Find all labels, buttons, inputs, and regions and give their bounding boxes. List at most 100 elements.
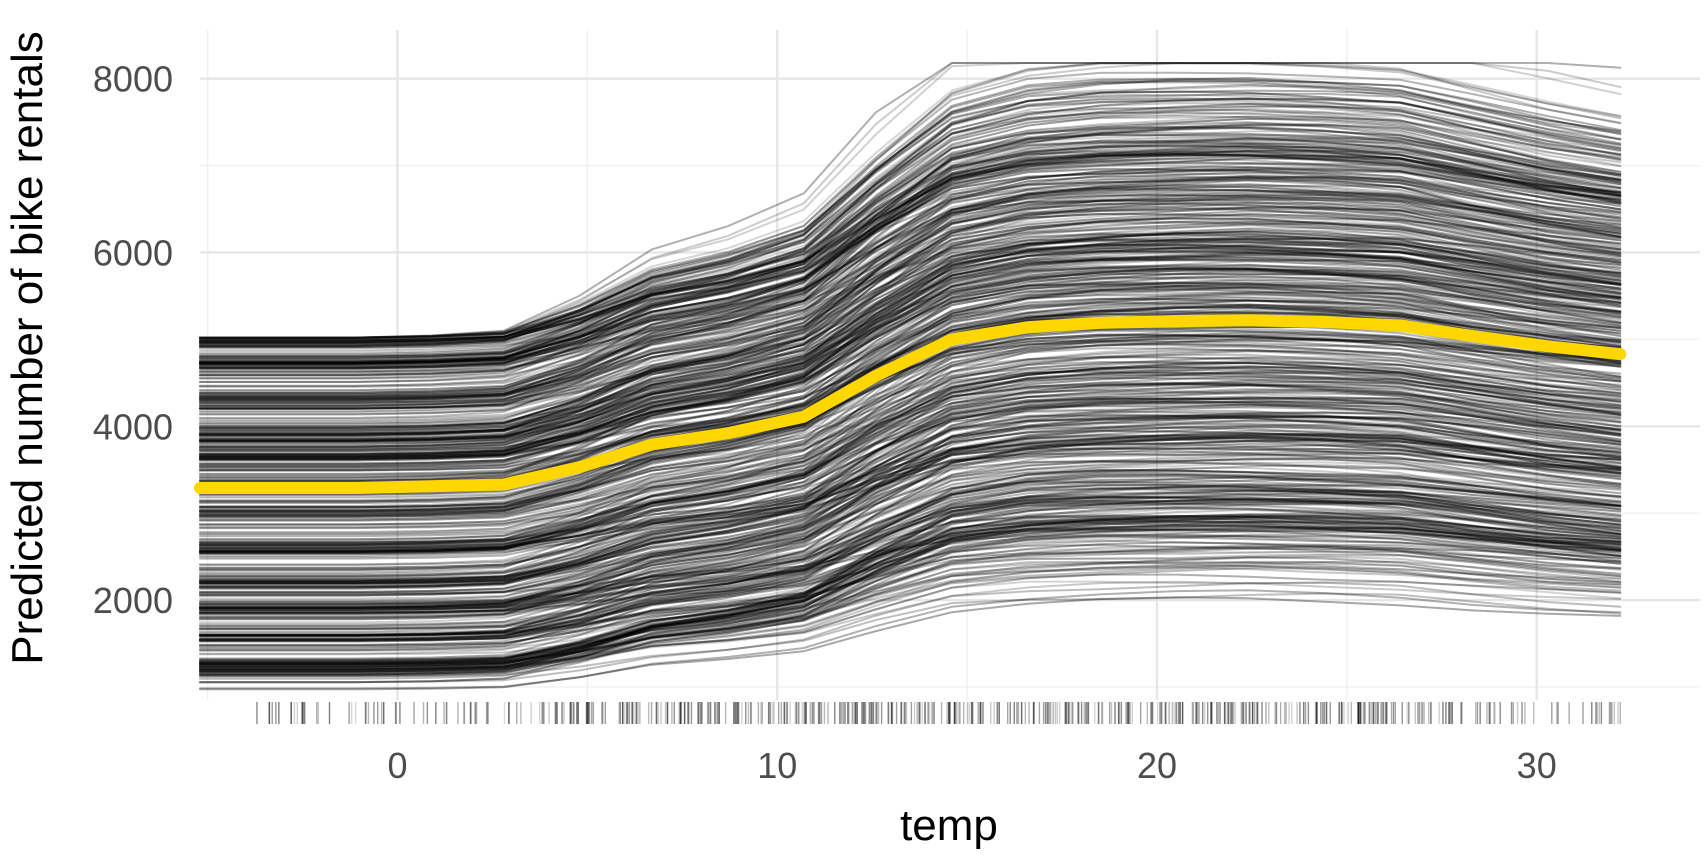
ice-line	[199, 177, 1622, 397]
ice-line	[199, 233, 1622, 448]
ice-line	[199, 455, 1622, 641]
ice-line	[199, 77, 1622, 348]
ice-line	[199, 355, 1622, 512]
ice-line	[199, 432, 1622, 551]
ice-line	[199, 446, 1622, 641]
ice-line	[199, 256, 1622, 443]
ice-line	[199, 497, 1622, 674]
ice-line	[199, 126, 1622, 346]
ice-line	[199, 206, 1622, 374]
ice-line	[199, 278, 1622, 435]
ice-line	[199, 170, 1622, 387]
ice-line	[199, 450, 1622, 606]
ice-line	[199, 282, 1622, 458]
ice-line	[199, 255, 1622, 461]
ice-line	[199, 76, 1622, 344]
ice-line	[199, 90, 1622, 383]
ice-line	[199, 452, 1622, 556]
ice-line	[199, 183, 1622, 437]
ice-line	[199, 243, 1622, 459]
ice-line	[199, 285, 1622, 457]
ice-line	[199, 175, 1622, 394]
ice-line	[199, 527, 1622, 642]
ice-line	[199, 532, 1622, 670]
ice-line	[199, 62, 1622, 339]
ice-line	[199, 495, 1622, 606]
ice-line	[199, 201, 1622, 431]
ice-line	[199, 251, 1622, 460]
ice-line	[199, 265, 1622, 428]
ice-line	[199, 364, 1622, 509]
ice-line	[199, 429, 1622, 608]
ice-line	[199, 513, 1622, 606]
ice-line	[199, 420, 1622, 594]
ice-line	[199, 230, 1622, 398]
ice-line	[199, 434, 1622, 637]
ice-line	[199, 434, 1622, 619]
ice-line	[199, 461, 1622, 655]
ice-line	[199, 547, 1622, 669]
ice-line	[199, 310, 1622, 479]
ice-line	[199, 190, 1622, 366]
ice-line	[199, 370, 1622, 554]
ice-line	[199, 62, 1622, 347]
ice-line	[199, 517, 1622, 676]
ice-line	[199, 193, 1622, 410]
ice-line	[199, 432, 1622, 583]
ice-line	[199, 232, 1622, 380]
ice-line	[199, 207, 1622, 432]
ice-line	[199, 362, 1622, 536]
ice-line	[199, 400, 1622, 612]
ice-line	[199, 411, 1622, 513]
ice-line	[199, 474, 1622, 637]
ice-line	[199, 359, 1622, 566]
ice-line	[199, 527, 1622, 662]
ice-line	[199, 384, 1622, 549]
ice-line	[199, 136, 1622, 401]
ice-line	[199, 528, 1622, 639]
ice-line	[199, 413, 1622, 606]
ice-line	[199, 347, 1622, 511]
ice-line	[199, 198, 1622, 365]
ice-line	[199, 560, 1622, 641]
ice-line	[199, 377, 1622, 549]
ice-line	[199, 249, 1622, 409]
ice-line	[199, 183, 1622, 402]
ice-line	[199, 267, 1622, 459]
ice-line	[199, 124, 1622, 402]
ice-line	[199, 240, 1622, 422]
ice-line	[199, 528, 1622, 677]
ice-line	[199, 145, 1622, 376]
ice-line	[199, 168, 1622, 398]
ice-line	[199, 259, 1622, 442]
ice-line	[199, 442, 1622, 585]
ice-line	[199, 202, 1622, 442]
ice-line	[199, 373, 1622, 554]
ice-line	[199, 490, 1622, 673]
ice-line	[199, 270, 1622, 462]
ice-line	[199, 194, 1622, 433]
ice-line	[199, 232, 1622, 436]
ice-line	[199, 366, 1622, 508]
ice-line	[199, 234, 1622, 407]
ice-line	[199, 298, 1622, 513]
ice-line	[199, 145, 1622, 380]
ice-line	[199, 221, 1622, 456]
ice-line	[199, 472, 1622, 641]
ice-line	[199, 144, 1622, 346]
ice-line	[199, 440, 1622, 597]
ice-line	[199, 395, 1622, 482]
ice-line	[199, 560, 1622, 667]
ice-line	[199, 240, 1622, 449]
ice-line	[199, 491, 1622, 684]
ice-line	[199, 167, 1622, 362]
ice-line	[199, 80, 1622, 339]
ice-line	[199, 212, 1622, 399]
ice-line	[199, 269, 1622, 456]
ice-line	[199, 152, 1622, 369]
ice-line	[199, 447, 1622, 548]
ice-line	[199, 422, 1622, 597]
ice-line	[199, 268, 1622, 468]
ice-line	[199, 437, 1622, 619]
ice-line	[199, 267, 1622, 444]
